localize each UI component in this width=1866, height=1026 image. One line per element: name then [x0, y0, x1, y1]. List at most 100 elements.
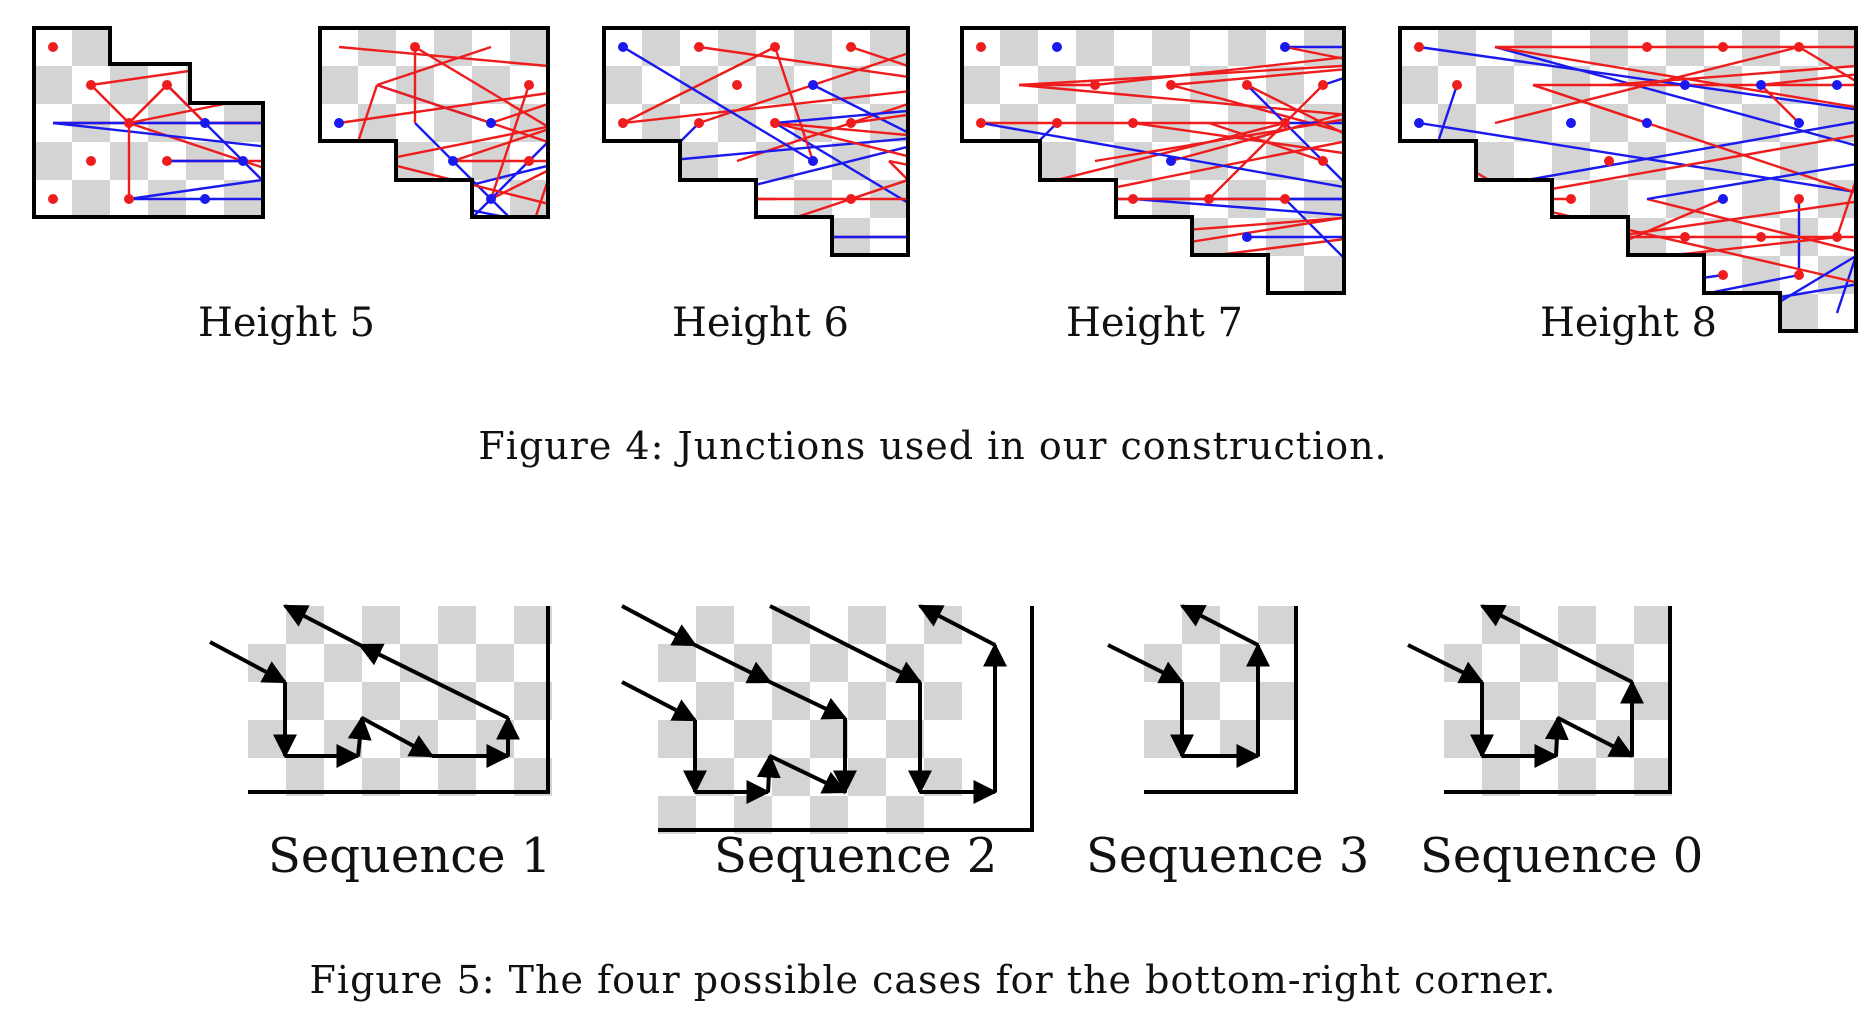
junction-height-8-node: [1452, 232, 1462, 242]
junction-height-6-path-segment: [774, 83, 908, 125]
sequence-0-panel-cell: [1520, 720, 1558, 758]
junction-height-6-node: [846, 194, 856, 204]
junction-height-5-node: [162, 156, 172, 166]
sequence-2-panel-arrow: [694, 643, 773, 684]
sequence-3-panel-cell: [1144, 720, 1182, 758]
sequence-2-panel-cell: [658, 796, 696, 834]
sequence-0-panel-cell: [1558, 758, 1596, 796]
junction-height-6-node: [922, 194, 932, 204]
sequence-2-panel-arrow: [917, 604, 996, 647]
figure-5-sequences: [209, 604, 1672, 834]
junction-height-8-node: [1452, 156, 1462, 166]
sequence-1-panel-cell: [362, 758, 400, 796]
junction-height-5b-node: [562, 42, 572, 52]
junction-height-6-path-segment: [774, 121, 908, 201]
sequence-1-panel-cell: [248, 644, 286, 682]
sequence-1-panel-cell: [324, 720, 362, 758]
junction-height-8-path-segment: [1494, 83, 1856, 201]
sequence-2-panel-cell: [772, 758, 810, 796]
junction-height-7-path-segment: [1018, 235, 1210, 277]
junction-height-8-node: [1642, 118, 1652, 128]
junction-height-6-node: [618, 118, 628, 128]
junction-height-7-node: [1470, 232, 1480, 242]
sequence-2-panel-arrow: [621, 680, 698, 722]
junction-height-8-path-segment: [1456, 236, 1496, 276]
junction-height-7-node: [1052, 270, 1062, 280]
junction-height-6-path-segment: [812, 83, 908, 163]
junction-height-8-node: [1452, 80, 1462, 90]
sequence-2-panel-cell: [848, 606, 886, 644]
junction-height-6-node: [846, 118, 856, 128]
junction-height-5b-node: [524, 80, 534, 90]
junction-height-6-path-segment: [622, 45, 776, 125]
junction-height-8-node: [1528, 308, 1538, 318]
junction-height-8-node: [1832, 80, 1842, 90]
junction-height-6-node: [846, 42, 856, 52]
junction-height-7-node: [1166, 232, 1176, 242]
junction-height-7-node: [1356, 118, 1366, 128]
sequence-0-panel: [1407, 604, 1672, 796]
sequence-0-panel-cell: [1444, 644, 1482, 682]
junction-height-6-path-segment: [850, 121, 908, 201]
junction-height-5b-path-segment: [338, 45, 548, 87]
sequence-3-panel-cell: [1182, 606, 1220, 644]
junction-height-8-path-segment: [1532, 83, 1648, 125]
junction-height-6-node: [694, 118, 704, 128]
junction-height-6-path-segment: [888, 160, 908, 238]
sequence-2-panel-cell: [886, 720, 924, 758]
sequence-2-panel-border: [658, 606, 1034, 832]
sequence-3-panel-border: [1144, 606, 1298, 794]
junction-height-7-node: [1394, 232, 1404, 242]
sequence-3-panel-cell: [1258, 606, 1296, 644]
junction-height-7-path-segment: [1284, 198, 1344, 276]
junction-height-6-path-segment: [660, 121, 908, 163]
junction-height-7-node: [1318, 80, 1328, 90]
junction-height-8-node: [1680, 80, 1690, 90]
junction-height-8-node: [1566, 118, 1576, 128]
junction-height-7-node: [1280, 194, 1290, 204]
sequence-2-panel-cell: [810, 720, 848, 758]
junction-height-5-node: [86, 156, 96, 166]
sequence-2-panel-cell: [886, 796, 924, 834]
junction-height-6-path-segment: [698, 45, 908, 125]
sequence-1-panel-cell: [438, 758, 476, 796]
junction-height-8-node: [1414, 42, 1424, 52]
figure-4-junctions: [32, 26, 1858, 333]
junction-height-5-node: [200, 118, 210, 128]
junction-height-6-node: [808, 156, 818, 166]
junction-height-7-path-segment: [1018, 83, 1344, 125]
sequence-2-panel-cell: [810, 796, 848, 834]
sequence-1-panel-arrow: [357, 643, 509, 720]
sequence-0-panel-cell: [1520, 644, 1558, 682]
sequence-1-panel-cell: [514, 606, 552, 644]
junction-height-8-path-segment: [1798, 45, 1856, 163]
junction-height-7-path-segment: [1208, 84, 1324, 200]
junction-height-8-node: [1566, 270, 1576, 280]
junction-height-8-path-segment: [1494, 45, 1856, 163]
junction-height-5-path-segment: [52, 121, 263, 163]
junction-height-6-paths: [618, 42, 932, 242]
figure-5-caption: Figure 5: The four possible cases for th…: [309, 958, 1557, 1002]
junction-height-8-path-segment: [1494, 45, 1856, 125]
sequence-2-panel-cell: [810, 644, 848, 682]
junction-height-8-node: [1718, 270, 1728, 280]
label-sequence-2: Sequence 2: [714, 828, 998, 884]
figure-4-caption: Figure 4: Junctions used in our construc…: [478, 424, 1388, 468]
junction-height-5b-node: [372, 232, 382, 242]
sequence-2-panel-cell: [772, 682, 810, 720]
junction-height-5-path-segment: [128, 84, 168, 124]
junction-height-5b-path-segment: [376, 45, 492, 87]
sequence-1-panel-cell: [476, 644, 514, 682]
sequence-3-panel: [1107, 604, 1298, 794]
sequence-2-panel: [621, 604, 1034, 834]
junction-height-7-path-segment: [1056, 197, 1344, 277]
sequence-2-panel-arrow: [769, 680, 848, 720]
junction-height-7-path-segment: [1018, 236, 1058, 276]
sequence-2-panel-arrow: [756, 753, 781, 793]
junction-height-7-outline: [960, 26, 1346, 295]
junction-height-5b-node: [638, 194, 648, 204]
sequence-1-panel-cell: [362, 606, 400, 644]
junction-height-5-node: [238, 80, 248, 90]
junction-height-7-node: [1204, 194, 1214, 204]
